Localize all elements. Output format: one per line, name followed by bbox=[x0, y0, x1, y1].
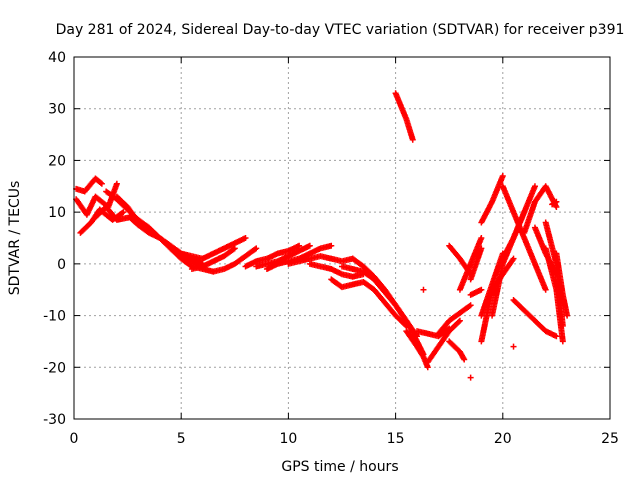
data-point bbox=[531, 183, 538, 190]
series-s42 bbox=[542, 245, 566, 345]
data-point bbox=[119, 210, 126, 217]
data-point bbox=[478, 245, 485, 252]
series-s19 bbox=[392, 90, 416, 143]
series-s44 bbox=[549, 198, 560, 208]
series-s43 bbox=[553, 250, 571, 319]
data-point bbox=[230, 246, 237, 253]
data-point bbox=[467, 374, 474, 381]
y-tick-label: -30 bbox=[43, 412, 66, 428]
series-s01 bbox=[73, 175, 105, 195]
data-point bbox=[252, 246, 259, 253]
x-tick-label: 15 bbox=[387, 431, 405, 447]
data-point bbox=[120, 209, 127, 216]
y-tick-label: -10 bbox=[43, 309, 66, 325]
data-point bbox=[553, 198, 560, 205]
data-point bbox=[231, 245, 238, 252]
grid bbox=[74, 57, 610, 419]
data-point bbox=[553, 203, 560, 210]
series-s23 bbox=[424, 317, 463, 366]
series-s27 bbox=[467, 374, 474, 381]
data-point bbox=[559, 338, 566, 345]
series-s24 bbox=[446, 338, 468, 363]
data-points bbox=[73, 90, 571, 381]
data-point bbox=[510, 343, 517, 350]
x-tick-label: 0 bbox=[70, 431, 79, 447]
series-s14 bbox=[285, 253, 356, 267]
x-tick-label: 20 bbox=[494, 431, 512, 447]
series-s20 bbox=[403, 328, 431, 371]
series-s35 bbox=[499, 183, 538, 262]
x-tick-label: 10 bbox=[279, 431, 297, 447]
data-point bbox=[478, 235, 485, 241]
data-point bbox=[306, 242, 313, 249]
series-s15 bbox=[306, 260, 367, 280]
chart-title: Day 281 of 2024, Sidereal Day-to-day VTE… bbox=[56, 22, 625, 38]
plot-frame bbox=[73, 56, 611, 420]
series-s31 bbox=[478, 172, 506, 226]
axis-ticks: 0 5 10 15 20 25 -30 -20 -10 0 10 20 30 40 bbox=[43, 50, 619, 447]
data-point bbox=[553, 333, 560, 340]
y-tick-label: 40 bbox=[48, 50, 66, 66]
data-point bbox=[467, 302, 474, 309]
series-s16 bbox=[328, 276, 410, 329]
y-tick-label: 10 bbox=[48, 205, 66, 221]
data-point bbox=[456, 317, 463, 324]
data-point bbox=[97, 179, 104, 186]
series-s29 bbox=[456, 235, 485, 293]
series-s08 bbox=[188, 245, 238, 273]
series-s37 bbox=[510, 297, 560, 340]
series-s36 bbox=[499, 183, 549, 293]
data-point bbox=[98, 180, 105, 187]
data-point bbox=[466, 303, 473, 310]
y-tick-label: 20 bbox=[48, 153, 66, 169]
x-axis-label: GPS time / hours bbox=[281, 459, 398, 475]
x-tick-label: 25 bbox=[601, 431, 619, 447]
data-point bbox=[420, 286, 427, 293]
series-s38 bbox=[510, 343, 517, 350]
series-s11 bbox=[242, 242, 303, 270]
data-point bbox=[461, 356, 468, 363]
y-tick-label: 30 bbox=[48, 102, 66, 118]
series-s09 bbox=[199, 235, 249, 262]
data-point bbox=[455, 318, 462, 325]
x-tick-label: 5 bbox=[177, 431, 186, 447]
series-s10 bbox=[210, 245, 260, 275]
data-point bbox=[253, 245, 260, 252]
data-point bbox=[113, 180, 120, 187]
y-tick-label: -20 bbox=[43, 360, 66, 376]
series-s30 bbox=[467, 245, 485, 283]
series-s25 bbox=[435, 302, 474, 337]
data-point bbox=[499, 172, 506, 179]
y-tick-label: 0 bbox=[57, 257, 66, 273]
series-s22 bbox=[420, 286, 427, 293]
y-axis-label: SDTVAR / TECUs bbox=[7, 181, 23, 296]
data-point bbox=[328, 242, 335, 249]
data-point bbox=[542, 286, 549, 293]
series-s28 bbox=[467, 286, 485, 298]
data-point bbox=[409, 136, 416, 143]
data-point bbox=[424, 364, 431, 371]
data-point bbox=[510, 255, 517, 262]
data-point bbox=[564, 312, 571, 319]
data-point bbox=[296, 242, 303, 249]
data-point bbox=[478, 286, 485, 293]
data-point bbox=[242, 235, 249, 241]
